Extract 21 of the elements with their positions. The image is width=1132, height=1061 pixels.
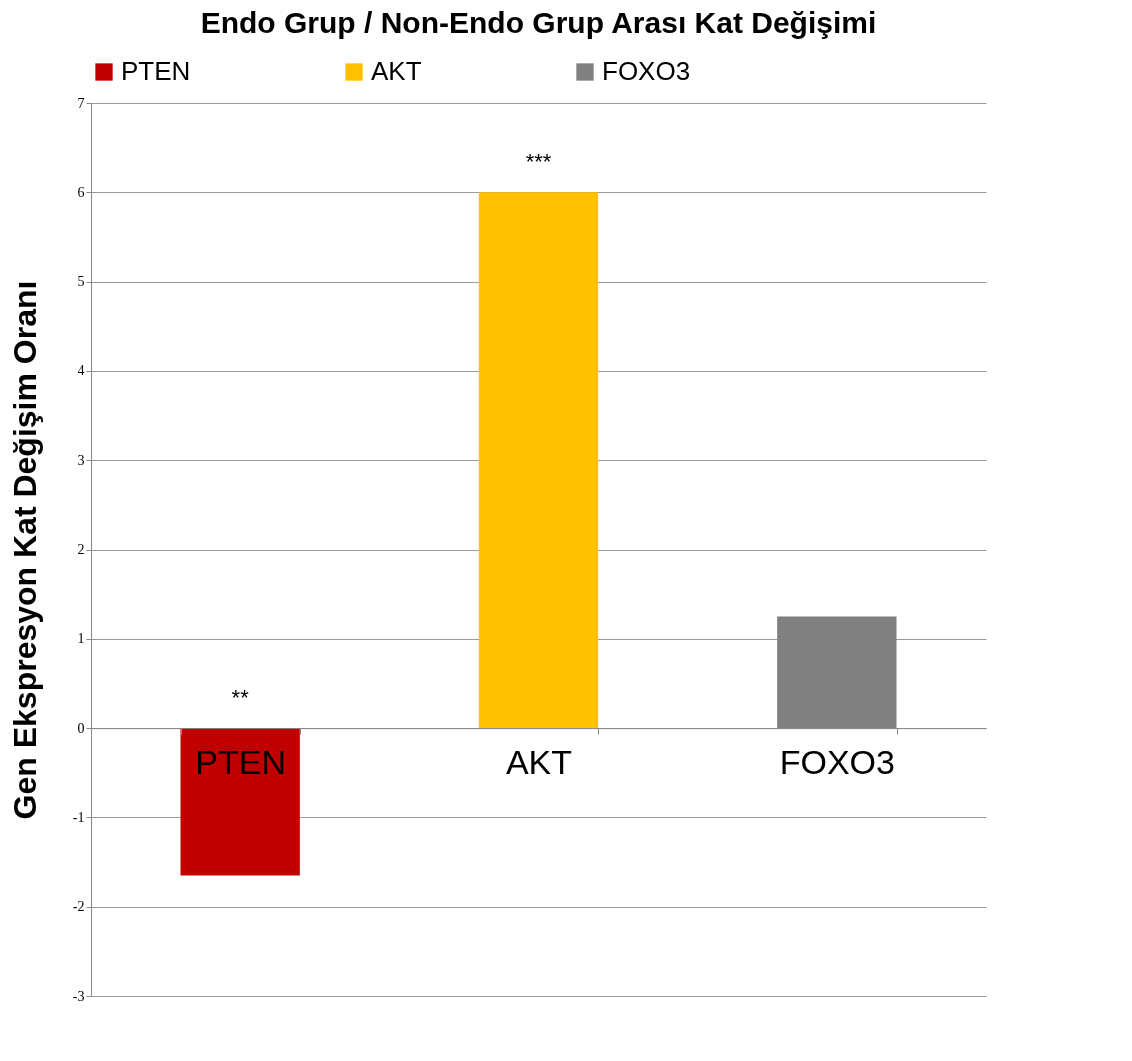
- y-tick-label: 6: [77, 184, 85, 200]
- chart-title: Endo Grup / Non-Endo Grup Arası Kat Değişimi: [200, 6, 877, 39]
- x-tick-label: AKT: [505, 742, 573, 781]
- y-tick-label: -2: [72, 899, 85, 915]
- y-tick-label: 0: [77, 720, 85, 736]
- y-tick-label: 4: [77, 363, 85, 379]
- legend-label: FOXO3: [602, 56, 691, 86]
- y-axis-title: Gen Ekspresyon Kat Değişim Oranı: [6, 280, 43, 820]
- x-tick-label: FOXO3: [779, 742, 895, 781]
- legend-label: PTEN: [121, 56, 191, 86]
- annotation: ***: [525, 149, 552, 175]
- y-tick-label: 7: [77, 95, 85, 111]
- y-tick-label: 3: [77, 452, 85, 468]
- y-tick-label: -3: [72, 988, 85, 1004]
- y-tick-label: 2: [77, 542, 85, 557]
- annotation: **: [231, 685, 250, 711]
- x-tick-label: PTEN: [195, 742, 287, 781]
- legend-label: AKT: [371, 56, 422, 86]
- y-tick-label: 5: [77, 274, 85, 290]
- y-tick-label: -1: [72, 809, 85, 825]
- y-tick-label: 1: [77, 631, 85, 647]
